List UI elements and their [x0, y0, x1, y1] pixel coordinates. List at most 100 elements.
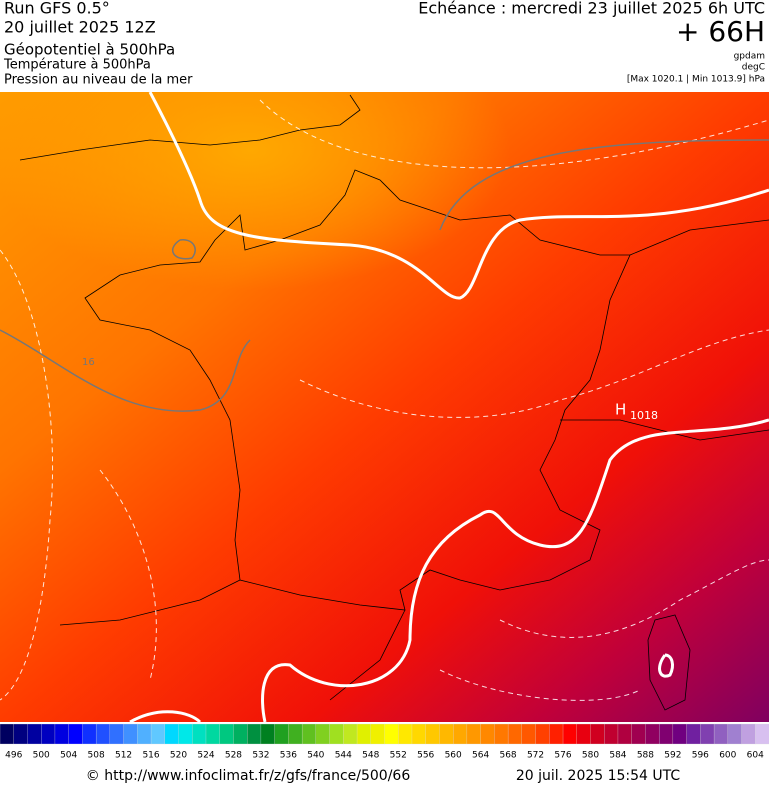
contour — [148, 92, 769, 300]
colorbar-label: 516 — [142, 751, 159, 761]
colorbar-label: 588 — [637, 751, 654, 761]
lead-time: + 66H — [676, 15, 765, 48]
color-cell — [658, 723, 674, 745]
color-cell — [315, 723, 331, 745]
color-cell — [370, 723, 385, 745]
colorbar-label: 520 — [170, 751, 187, 761]
color-cell — [68, 723, 83, 745]
color-cell — [219, 723, 234, 745]
colorbar-label: 544 — [335, 751, 352, 761]
source-url: © http://www.infoclimat.fr/z/gfs/france/… — [86, 768, 411, 784]
color-cell — [507, 723, 523, 745]
color-cell — [535, 723, 550, 745]
colorbar-label: 596 — [692, 751, 709, 761]
coastline — [647, 614, 691, 711]
color-cell — [82, 723, 97, 745]
color-cell — [590, 723, 605, 745]
colorbar-label: 576 — [554, 751, 571, 761]
color-cell — [686, 723, 701, 745]
colorbar-label: 584 — [609, 751, 626, 761]
colorbar-label: 560 — [445, 751, 462, 761]
timestamp: 20 juil. 2025 15:54 UTC — [516, 768, 681, 784]
color-cell — [645, 723, 660, 745]
color-cell — [109, 723, 125, 745]
color-cell — [713, 723, 729, 745]
color-cell — [617, 723, 633, 745]
color-cell — [54, 723, 70, 745]
color-cell — [247, 723, 262, 745]
color-cell — [562, 723, 578, 745]
contour — [658, 653, 674, 678]
color-cell — [343, 723, 358, 745]
temperature-field — [0, 92, 510, 290]
unit-label: gpdam — [734, 52, 765, 62]
color-cell — [439, 723, 454, 745]
colorbar-label: 508 — [88, 751, 105, 761]
color-cell — [398, 723, 413, 745]
geopotential-contours — [129, 92, 769, 722]
pressure-contours — [0, 139, 769, 412]
color-cell — [494, 723, 509, 745]
color-cell — [150, 723, 166, 745]
contour-label: 16 — [82, 357, 95, 368]
colorbar-label: 496 — [5, 751, 22, 761]
colorbar-label: 604 — [747, 751, 764, 761]
color-cell — [164, 723, 179, 745]
border — [560, 219, 769, 441]
pressure-range: [Max 1020.1 | Min 1013.9] hPa — [627, 75, 765, 85]
colorbar-label: 568 — [499, 751, 516, 761]
colorbar-label: 592 — [664, 751, 681, 761]
map: 16 H 1018 — [0, 92, 769, 722]
field-label: Pression au niveau de la mer — [4, 73, 193, 88]
field-label: Température à 500hPa — [3, 58, 151, 73]
field-label: Géopotentiel à 500hPa — [4, 41, 175, 59]
run-date: 20 juillet 2025 12Z — [4, 18, 156, 37]
colorbar-label: 512 — [115, 751, 132, 761]
coastline — [84, 169, 631, 611]
color-cell — [123, 723, 138, 745]
colorbar-label: 580 — [582, 751, 599, 761]
contour — [261, 418, 769, 722]
color-cell — [41, 723, 56, 745]
colorbar-label: 528 — [225, 751, 242, 761]
color-cell — [205, 723, 221, 745]
color-cell — [727, 723, 742, 745]
high-pressure-value: 1018 — [630, 409, 658, 422]
color-cell — [480, 723, 495, 745]
color-cell — [672, 723, 688, 745]
colorbar-label: 552 — [390, 751, 407, 761]
color-cell — [137, 723, 152, 745]
run-title: Run GFS 0.5° — [4, 0, 110, 18]
color-cell — [178, 723, 193, 745]
color-cell — [301, 723, 317, 745]
color-cell — [384, 723, 399, 745]
color-cell — [604, 723, 619, 745]
temperature-contours — [0, 99, 769, 701]
unit-label: degC — [742, 63, 765, 73]
colorbar-label: 564 — [472, 751, 489, 761]
colorbar-label: 500 — [33, 751, 50, 761]
contour — [129, 710, 202, 722]
colorbar-label: 536 — [280, 751, 297, 761]
color-cell — [329, 723, 344, 745]
color-cell — [521, 723, 537, 745]
colorbar-label: 556 — [417, 751, 434, 761]
color-cell — [95, 723, 111, 745]
color-cell — [631, 723, 646, 745]
color-cell — [466, 723, 482, 745]
color-cell — [260, 723, 276, 745]
color-cell — [755, 723, 769, 745]
colorbar-label: 504 — [60, 751, 77, 761]
colorbar-label: 600 — [719, 751, 736, 761]
colorbar-label: 524 — [197, 751, 214, 761]
color-cell — [549, 723, 564, 745]
colorbar-label: 548 — [362, 751, 379, 761]
colorbar: 496 500 504 508 512 516 520 524 528 532 536 540 544 5… — [0, 723, 769, 761]
color-cell — [741, 723, 756, 745]
color-cell — [13, 723, 28, 745]
color-cell — [233, 723, 248, 745]
color-cell — [425, 723, 440, 745]
color-cell — [0, 723, 15, 745]
colorbar-label: 540 — [307, 751, 324, 761]
